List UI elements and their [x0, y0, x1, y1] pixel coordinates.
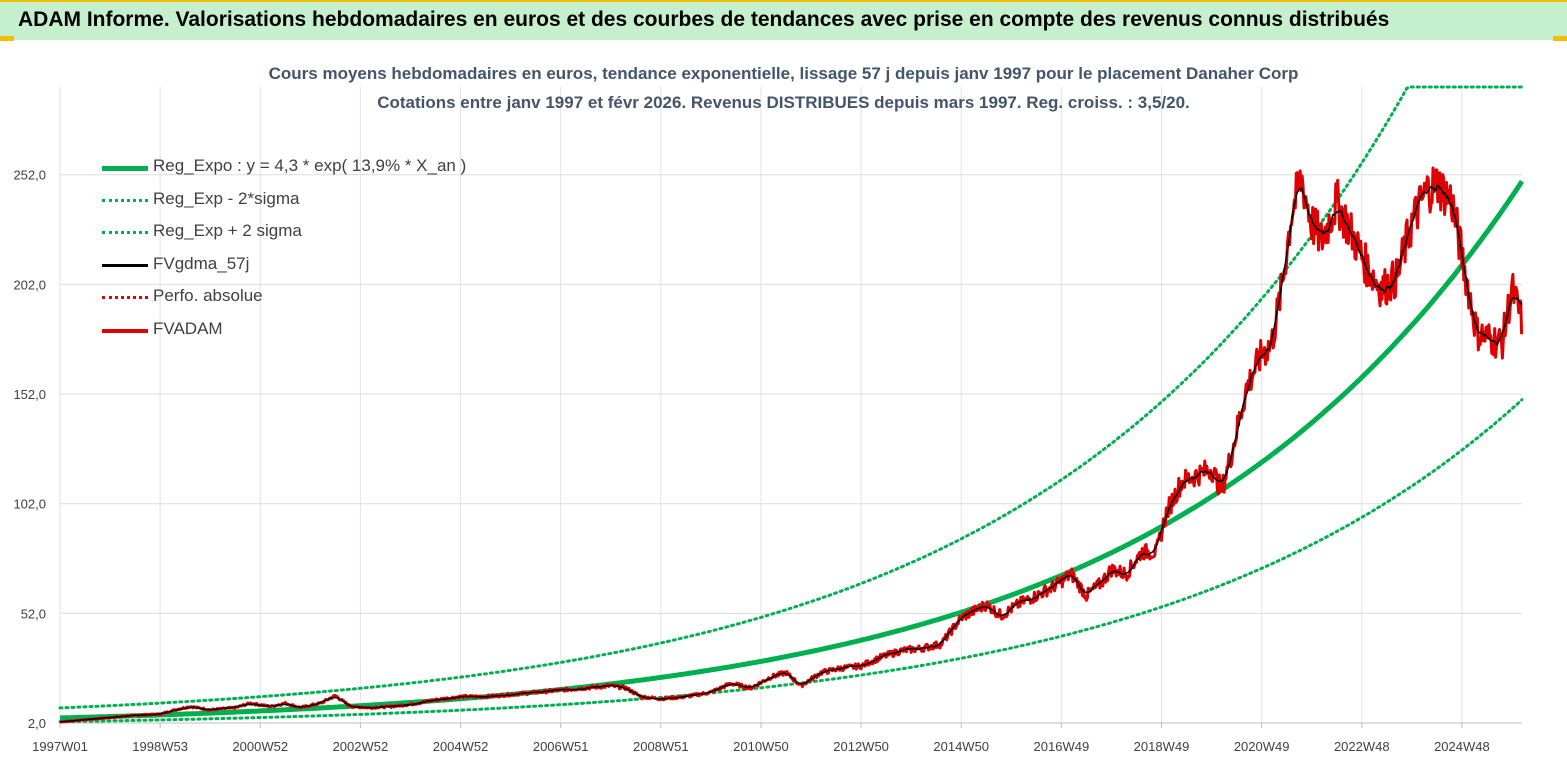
legend-label: Reg_Exp + 2 sigma [153, 221, 302, 241]
x-tick-label: 2014W50 [933, 739, 989, 754]
x-tick-label: 2022W48 [1334, 739, 1390, 754]
x-tick-label: 2006W51 [533, 739, 589, 754]
x-tick-label: 2002W52 [333, 739, 389, 754]
series-reg-plus-2-sigma [58, 85, 1524, 710]
y-tick-label: 202,0 [13, 277, 46, 292]
corner-marker-right [1553, 36, 1567, 41]
y-tick-label: 2,0 [28, 716, 46, 731]
x-tick-label: 1997W01 [32, 739, 88, 754]
legend-label: FVgdma_57j [153, 253, 250, 273]
y-tick-label: 152,0 [13, 387, 46, 402]
legend-swatch [102, 296, 148, 300]
x-tick-label: 2016W49 [1034, 739, 1090, 754]
x-tick-label: 2024W48 [1434, 739, 1490, 754]
series-reg-minus-2-sigma [58, 398, 1524, 724]
legend-swatch [102, 166, 148, 171]
series-reg-expo [59, 179, 1525, 721]
legend-item: Reg_Exp + 2 sigma [102, 219, 522, 252]
chart-subtitle: Cotations entre janv 1997 et févr 2026. … [377, 93, 1190, 112]
legend-label: Perfo. absolue [153, 286, 263, 306]
legend-item: Reg_Exp - 2*sigma [102, 187, 522, 220]
legend-item: Reg_Expo : y = 4,3 * exp( 13,9% * X_an ) [102, 154, 522, 187]
corner-marker-left [0, 36, 14, 41]
y-tick-label: 252,0 [13, 168, 46, 183]
legend-item: Perfo. absolue [102, 284, 522, 317]
x-tick-label: 2012W50 [833, 739, 889, 754]
report-title: ADAM Informe. Valorisations hebdomadaire… [18, 8, 1390, 31]
legend-swatch [102, 231, 148, 235]
legend-swatch [102, 263, 148, 267]
legend-swatch [102, 198, 148, 202]
series-fvgdma-57j [60, 183, 1523, 723]
chart-legend: Reg_Expo : y = 4,3 * exp( 13,9% * X_an )… [102, 154, 522, 350]
x-tick-label: 2008W51 [633, 739, 689, 754]
legend-swatch [102, 328, 148, 333]
x-tick-label: 2000W52 [232, 739, 288, 754]
x-tick-label: 2010W50 [733, 739, 789, 754]
y-tick-label: 52,0 [21, 606, 46, 621]
chart-area: 1997W01 1998W53 2000W52 2002W52 2004W52 2006W… [0, 40, 1567, 783]
x-tick-label: 2020W49 [1234, 739, 1290, 754]
legend-label: Reg_Expo : y = 4,3 * exp( 13,9% * X_an ) [153, 156, 467, 175]
x-tick-label: 2004W52 [433, 739, 489, 754]
legend-item: FVgdma_57j [102, 252, 522, 285]
y-tick-label: 102,0 [13, 497, 46, 512]
chart-canvas: 1997W01 1998W53 2000W52 2002W52 2004W52 2006W… [13, 85, 1525, 754]
header-banner: ADAM Informe. Valorisations hebdomadaire… [0, 0, 1567, 40]
legend-label: Reg_Exp - 2*sigma [153, 188, 300, 208]
x-tick-label: 1998W53 [132, 739, 188, 754]
chart-title: Cours moyens hebdomadaires en euros, ten… [268, 64, 1299, 83]
legend-label: FVADAM [153, 318, 223, 338]
x-tick-label: 2018W49 [1134, 739, 1190, 754]
legend-item: FVADAM [102, 317, 522, 350]
